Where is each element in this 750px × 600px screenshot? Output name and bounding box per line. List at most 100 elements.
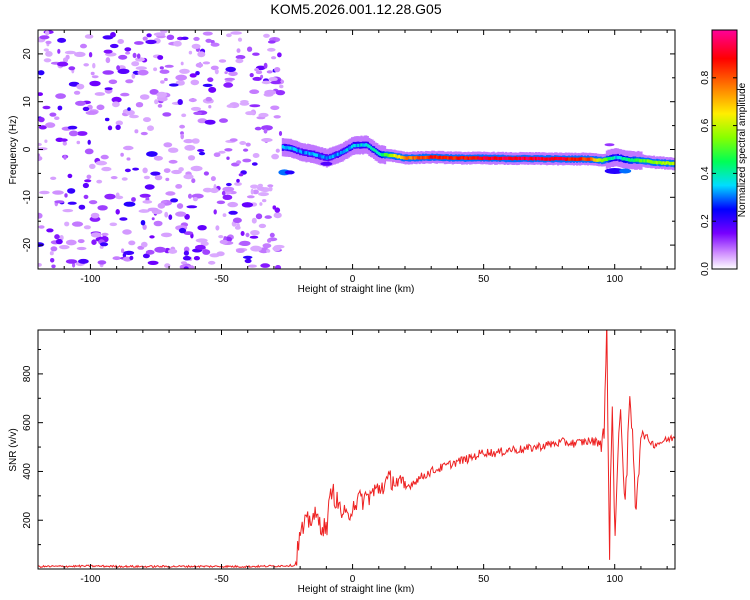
x-tick-label: -50 [214, 274, 229, 285]
spectrogram-noise-blob [110, 176, 118, 180]
spectrogram-noise-blob [183, 231, 194, 236]
spectrogram-noise-blob [189, 265, 195, 269]
spectrogram-noise-blob [239, 240, 251, 246]
spectrogram-noise-blob [257, 186, 265, 191]
spectrogram-x-axis-label: Height of straight line (km) [298, 284, 415, 295]
spectrogram-ridge-cell [531, 157, 535, 161]
spectrogram-noise-blob [208, 86, 217, 93]
spectrogram-ridge-cell [635, 158, 638, 162]
spectrogram-ridge-cell [558, 157, 561, 161]
spectrogram-ridge-cell [473, 156, 476, 160]
spectrogram-ridge-cell [495, 156, 498, 160]
spectrogram-ridge-cell [363, 143, 366, 147]
spectrogram-ridge-cell [307, 151, 310, 155]
spectrogram-noise-blob [64, 221, 70, 227]
spectrogram-noise-blob [145, 249, 155, 255]
spectrogram-ridge-cell [393, 153, 396, 158]
spectrogram-ridge-cell [673, 161, 675, 165]
spectrogram-noise-blob [236, 48, 241, 53]
spectrogram-noise-blob [57, 61, 69, 67]
spectrogram-ridge-cell [418, 156, 421, 160]
spectrogram-ridge-cell [308, 152, 311, 156]
spectrogram-ridge-cell [492, 156, 495, 160]
spectrogram-ridge-cell [637, 158, 640, 162]
spectrogram-noise-blob [270, 80, 282, 85]
spectrogram-noise-blob [237, 37, 243, 42]
spectrogram-noise-blob [222, 194, 233, 200]
spectrogram-noise-blob [89, 80, 101, 87]
spectrogram-noise-blob [83, 225, 91, 230]
spectrogram-ridge-cell [508, 156, 511, 160]
spectrogram-noise-blob [213, 184, 217, 190]
spectrogram-ridge-cell [505, 156, 508, 161]
spectrogram-ridge-cell [653, 160, 656, 164]
spectrogram-ridge-cell [338, 152, 341, 156]
spectrogram-ridge-cell [391, 153, 395, 158]
spectrogram-noise-blob [63, 155, 67, 160]
spectrogram-ridge-cell [314, 153, 317, 157]
spectrogram-noise-blob [72, 262, 76, 268]
spectrogram-ridge-cell [586, 157, 590, 161]
spectrogram-noise-blob [115, 124, 121, 130]
spectrogram-noise-blob [238, 173, 244, 177]
spectrogram-blob [284, 170, 295, 175]
spectrogram-noise-blob [267, 184, 274, 188]
spectrogram-noise-blob [157, 96, 168, 102]
spectrogram-noise-blob [65, 259, 78, 264]
spectrogram-noise-blob [90, 232, 102, 238]
spectrogram-noise-blob [83, 63, 89, 67]
spectrogram-ridge-cell [429, 155, 432, 159]
spectrogram-ridge-cell [643, 159, 646, 163]
spectrogram-noise-blob [143, 175, 150, 180]
spectrogram-ridge-cell [608, 156, 612, 161]
spectrogram-noise-blob [168, 83, 179, 87]
spectrogram-ridge-cell [563, 157, 566, 161]
spectrogram-ridge-cell [379, 152, 382, 156]
spectrogram-ridge-cell [316, 153, 319, 157]
spectrogram-noise-blob [154, 99, 159, 105]
spectrogram-noise-blob [273, 212, 282, 219]
spectrogram-noise-blob [247, 46, 253, 52]
spectrogram-ridge-cell [384, 153, 387, 157]
spectrogram-ridge-cell [640, 159, 643, 163]
spectrogram-noise-blob [75, 100, 86, 106]
spectrogram-noise-blob [129, 114, 139, 119]
spectrogram-noise-blob [267, 47, 276, 52]
spectrogram-ridge-cell [634, 158, 637, 162]
spectrogram-noise-blob [245, 142, 251, 147]
snr-series-line [38, 330, 675, 569]
spectrogram-ridge-cell [489, 156, 492, 161]
spectrogram-noise-blob [101, 232, 109, 236]
spectrogram-noise-blob [181, 36, 189, 40]
spectrogram-noise-blob [204, 119, 216, 125]
spectrogram-ridge-cell [645, 159, 648, 163]
snr-y-axis-label: SNR (v/v) [8, 428, 19, 471]
spectrogram-noise-blob [269, 232, 275, 238]
spectrogram-noise-blob [74, 51, 86, 58]
spectrogram-noise-blob [179, 81, 185, 86]
spectrogram-ridge-cell [346, 148, 349, 152]
spectrogram-noise-blob [126, 157, 131, 161]
spectrogram-ridge-cell [486, 156, 489, 160]
spectrogram-ridge-cell [615, 155, 618, 159]
spectrogram-ridge-cell [549, 157, 552, 161]
spectrogram-noise-blob [132, 167, 140, 171]
spectrogram-ridge-cell [665, 161, 668, 165]
spectrogram-ridge-cell [305, 151, 308, 155]
y-tick-label: -10 [22, 190, 33, 205]
x-tick-label: 50 [478, 274, 490, 285]
spectrogram-ridge-cell [511, 157, 514, 161]
spectrogram-noise-blob [263, 62, 268, 69]
spectrogram-noise-blob [129, 255, 134, 261]
spectrogram-noise-blob [216, 200, 226, 205]
spectrogram-noise-blob [242, 158, 252, 163]
spectrogram-noise-blob [219, 118, 228, 123]
spectrogram-noise-blob [274, 67, 281, 73]
spectrogram-noise-blob [82, 182, 89, 189]
spectrogram-noise-blob [135, 66, 147, 71]
spectrogram-noise-blob [159, 66, 164, 70]
spectrogram-ridge-cell [519, 156, 522, 161]
spectrogram-noise-blob [39, 35, 50, 40]
spectrogram-noise-blob [154, 175, 163, 181]
